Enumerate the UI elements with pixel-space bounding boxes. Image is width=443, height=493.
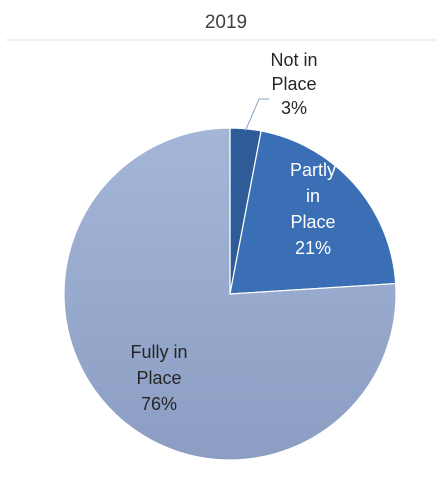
pie-slice-partly-in-place bbox=[229, 130, 397, 295]
pie-slice-fully-in-place bbox=[63, 127, 397, 461]
data-label-fully-in-place: Fully in Place 76% bbox=[130, 342, 187, 414]
pie-labels: Not in Place 3% Partly in Place 21% Fully in Pla… bbox=[130, 50, 336, 414]
chart-title: 2019 bbox=[205, 12, 247, 33]
data-label-partly-in-place: Partly in Place 21% bbox=[290, 160, 336, 258]
pie-slices bbox=[63, 127, 397, 461]
leader-line-not-in-place bbox=[244, 98, 269, 131]
data-label-not-in-place: Not in Place 3% bbox=[270, 50, 317, 118]
